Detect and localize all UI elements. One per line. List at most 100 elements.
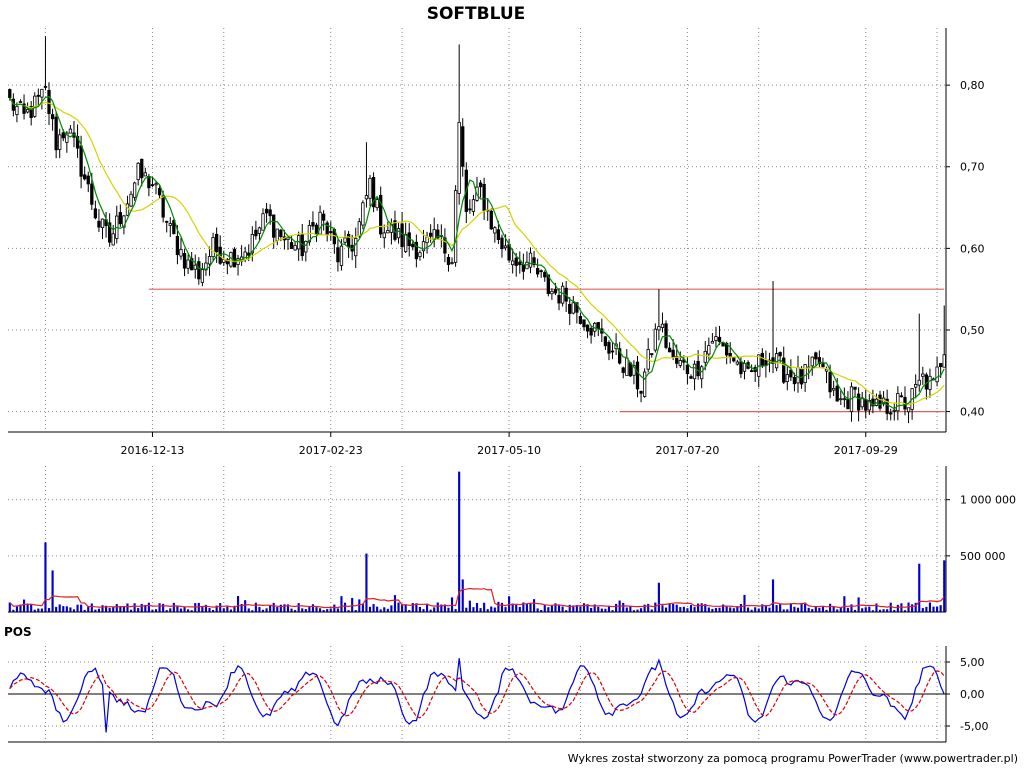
volume-bar <box>515 604 518 612</box>
volume-bar <box>893 610 896 612</box>
candle <box>817 350 822 368</box>
volume-grid <box>8 466 946 612</box>
volume-bar <box>97 608 101 612</box>
candle <box>33 92 37 118</box>
volume-bar <box>650 609 653 612</box>
candle <box>889 408 893 421</box>
candle <box>375 196 379 211</box>
volume-bar <box>639 608 643 612</box>
volume-bar <box>283 604 286 612</box>
candle-body <box>65 132 69 143</box>
volume-bar <box>600 608 603 612</box>
candle-body <box>610 350 615 353</box>
candle <box>418 250 422 261</box>
candle-body <box>254 229 258 237</box>
volume-bar <box>597 606 600 612</box>
candle <box>625 349 629 376</box>
candle-body <box>200 269 205 283</box>
candle-body <box>892 409 896 412</box>
candle-body <box>264 208 269 214</box>
candle-body <box>461 126 465 167</box>
volume-bar <box>629 606 632 612</box>
pos-axes: 5,00 0,00 -5,00 <box>8 646 988 743</box>
volume-bar <box>265 608 268 612</box>
candle <box>211 232 215 262</box>
candle <box>386 221 390 234</box>
candle <box>414 234 419 268</box>
volume-bar <box>122 606 125 612</box>
candle-body <box>396 228 401 239</box>
candle-body <box>778 352 782 357</box>
volume-bar <box>301 608 304 612</box>
candle-body <box>503 245 508 249</box>
candle <box>511 249 515 274</box>
volume-bar <box>454 609 457 612</box>
volume-bar <box>525 604 529 612</box>
volume-bar <box>547 607 550 612</box>
volume-bar <box>918 563 921 612</box>
candle-body <box>739 361 743 375</box>
candle-body <box>79 145 83 177</box>
volume-bar <box>821 606 825 612</box>
volume-bar <box>807 607 810 612</box>
volume-bar <box>861 608 864 612</box>
candle-body <box>371 177 376 208</box>
candle <box>143 167 147 177</box>
volume-bar <box>868 606 871 612</box>
volume-bar <box>258 606 261 612</box>
candle <box>874 393 879 407</box>
candle <box>878 390 882 411</box>
volume-bar <box>853 609 857 612</box>
candle <box>161 190 165 223</box>
volume-bar <box>183 607 186 612</box>
volume-bar <box>126 603 129 612</box>
candle <box>154 180 158 195</box>
volume-bar <box>129 609 133 612</box>
price-panel: 0,80 0,70 0,60 0,50 0,40 2016-12-13 2017-02-23… <box>8 28 985 457</box>
candle-body <box>889 412 893 415</box>
volume-bar <box>704 604 707 612</box>
volume-bar <box>55 606 58 612</box>
candle <box>807 355 811 380</box>
candle <box>493 226 497 243</box>
candle-body <box>675 356 679 364</box>
candle-body <box>864 399 868 411</box>
pos-signal-line <box>9 670 945 719</box>
candle-body <box>25 109 30 113</box>
volume-bar <box>522 602 525 612</box>
volume-bar <box>565 610 568 612</box>
candle <box>275 228 279 246</box>
candle-body <box>18 101 23 103</box>
candle-body <box>621 367 625 373</box>
candle-body <box>671 349 675 358</box>
volume-bar <box>94 609 97 612</box>
candle <box>54 111 58 159</box>
candle-body <box>860 397 864 408</box>
volume-bar <box>836 609 839 612</box>
volume-bar <box>226 606 229 612</box>
candle-body <box>792 377 797 385</box>
candle-body <box>632 365 636 376</box>
candle-body <box>186 259 190 269</box>
candle <box>443 228 447 263</box>
volume-bar <box>404 604 407 612</box>
volume-y-tick-label: 1 000 000 <box>960 494 1016 507</box>
candle <box>707 337 711 360</box>
volume-bar <box>675 604 678 612</box>
volume-bar <box>786 609 789 612</box>
candle <box>532 251 536 268</box>
volume-bar <box>725 606 728 612</box>
candle <box>361 200 365 230</box>
volume-bar <box>333 604 336 612</box>
volume-bar <box>657 582 660 612</box>
candle-body <box>642 371 647 397</box>
candle-body <box>935 366 939 383</box>
candle-body <box>585 324 590 332</box>
candle-body <box>100 218 105 229</box>
volume-bar <box>497 601 500 612</box>
candle <box>832 380 836 396</box>
volume-bar <box>839 607 842 612</box>
candle-body <box>846 398 850 410</box>
volume-bar <box>579 606 582 612</box>
volume-bar <box>15 605 18 612</box>
